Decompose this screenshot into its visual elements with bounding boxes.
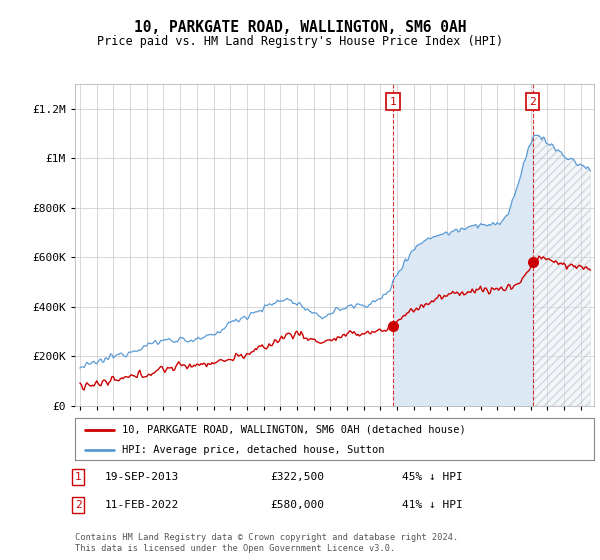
Text: 10, PARKGATE ROAD, WALLINGTON, SM6 0AH (detached house): 10, PARKGATE ROAD, WALLINGTON, SM6 0AH (… bbox=[122, 424, 466, 435]
Text: 41% ↓ HPI: 41% ↓ HPI bbox=[402, 500, 463, 510]
Text: 1: 1 bbox=[389, 97, 396, 107]
Text: £580,000: £580,000 bbox=[270, 500, 324, 510]
Text: 1: 1 bbox=[74, 472, 82, 482]
Text: Contains HM Land Registry data © Crown copyright and database right 2024.
This d: Contains HM Land Registry data © Crown c… bbox=[75, 533, 458, 553]
Text: 45% ↓ HPI: 45% ↓ HPI bbox=[402, 472, 463, 482]
Text: 19-SEP-2013: 19-SEP-2013 bbox=[105, 472, 179, 482]
Text: Price paid vs. HM Land Registry's House Price Index (HPI): Price paid vs. HM Land Registry's House … bbox=[97, 35, 503, 48]
Text: 2: 2 bbox=[529, 97, 536, 107]
Text: 2: 2 bbox=[74, 500, 82, 510]
Text: 11-FEB-2022: 11-FEB-2022 bbox=[105, 500, 179, 510]
Text: £322,500: £322,500 bbox=[270, 472, 324, 482]
Text: HPI: Average price, detached house, Sutton: HPI: Average price, detached house, Sutt… bbox=[122, 445, 384, 455]
Text: 10, PARKGATE ROAD, WALLINGTON, SM6 0AH: 10, PARKGATE ROAD, WALLINGTON, SM6 0AH bbox=[134, 20, 466, 35]
